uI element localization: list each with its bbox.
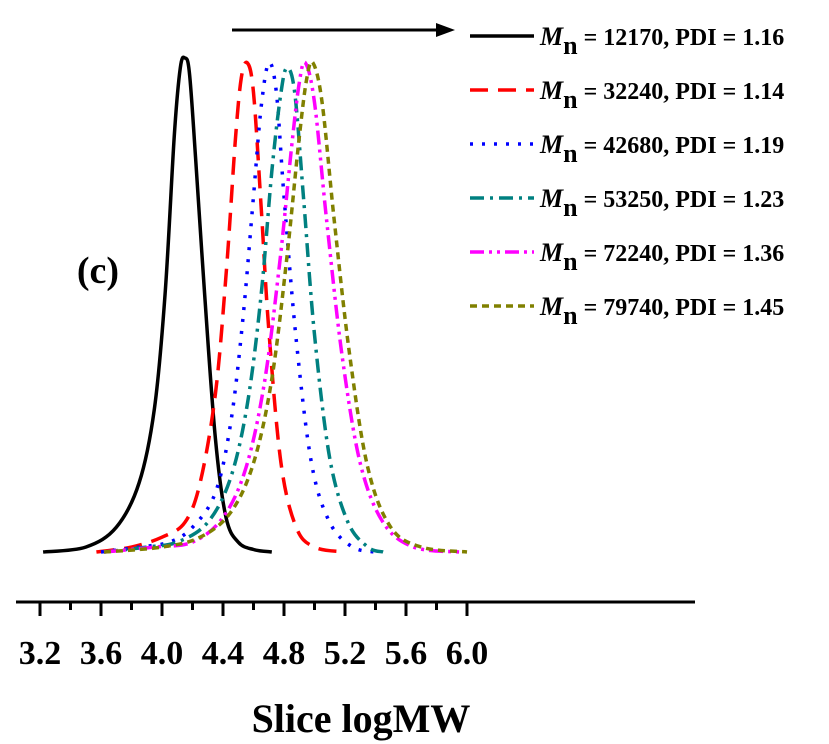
legend-label-symbol: M xyxy=(539,292,564,321)
legend-label-subscript: n xyxy=(563,193,578,222)
legend-item-3: Mn = 42680, PDI = 1.19 xyxy=(470,130,784,168)
x-tick-label: 4.0 xyxy=(141,635,184,672)
legend-item-4: Mn = 53250, PDI = 1.23 xyxy=(470,184,784,222)
series-curves xyxy=(42,55,468,554)
panel-label: (c) xyxy=(77,250,119,292)
legend-label: Mn = 12170, PDI = 1.16 xyxy=(539,22,784,60)
legend-label-symbol: M xyxy=(539,76,564,105)
legend-item-5: Mn = 72240, PDI = 1.36 xyxy=(470,238,784,276)
x-axis-title: Slice logMW xyxy=(252,696,471,741)
x-axis-ticks: 3.2 3.6 4.0 4.4 4.8 5.2 5.6 6.0 xyxy=(19,602,489,672)
series-line-6 xyxy=(103,60,468,554)
x-tick-label: 5.6 xyxy=(385,635,428,672)
x-tick-label: 6.0 xyxy=(446,635,489,672)
series-line-2 xyxy=(96,60,346,554)
legend-label-symbol: M xyxy=(539,22,564,51)
legend-label: Mn = 79740, PDI = 1.45 xyxy=(539,292,784,330)
x-tick-label: 4.8 xyxy=(263,635,306,672)
legend-label: Mn = 53250, PDI = 1.23 xyxy=(539,184,784,222)
legend-label-symbol: M xyxy=(539,238,564,267)
legend-label-value: = 72240, PDI = 1.36 xyxy=(578,241,785,267)
legend-label-value: = 42680, PDI = 1.19 xyxy=(578,133,785,159)
legend-item-1: Mn = 12170, PDI = 1.16 xyxy=(470,22,784,60)
legend-label-subscript: n xyxy=(563,247,578,276)
x-axis: 3.2 3.6 4.0 4.4 4.8 5.2 5.6 6.0 xyxy=(16,600,695,672)
series-line-3 xyxy=(100,60,376,554)
x-tick-label: 3.2 xyxy=(19,635,62,672)
legend-label-subscript: n xyxy=(563,139,578,168)
legend-label-subscript: n xyxy=(563,31,578,60)
legend-item-2: Mn = 32240, PDI = 1.14 xyxy=(470,76,784,114)
legend-label-value: = 53250, PDI = 1.23 xyxy=(578,187,785,213)
legend-label-subscript: n xyxy=(563,301,578,330)
legend-label-value: = 12170, PDI = 1.16 xyxy=(578,25,785,51)
legend-item-6: Mn = 79740, PDI = 1.45 xyxy=(470,292,784,330)
legend-label-value: = 32240, PDI = 1.14 xyxy=(578,79,785,105)
x-tick-label: 3.6 xyxy=(80,635,123,672)
legend-label-symbol: M xyxy=(539,130,564,159)
legend-label-symbol: M xyxy=(539,184,564,213)
legend-label-subscript: n xyxy=(563,85,578,114)
series-line-1 xyxy=(42,55,273,554)
legend-label-value: = 79740, PDI = 1.45 xyxy=(578,295,785,321)
shift-arrow-head xyxy=(436,23,455,37)
x-tick-label: 4.4 xyxy=(202,635,245,672)
series-line-4 xyxy=(103,66,384,554)
legend-label: Mn = 72240, PDI = 1.36 xyxy=(539,238,784,276)
shift-arrow xyxy=(232,23,455,37)
legend-label: Mn = 42680, PDI = 1.19 xyxy=(539,130,784,168)
legend-label: Mn = 32240, PDI = 1.14 xyxy=(539,76,784,114)
series-line-5 xyxy=(103,60,460,554)
x-tick-label: 5.2 xyxy=(324,635,367,672)
